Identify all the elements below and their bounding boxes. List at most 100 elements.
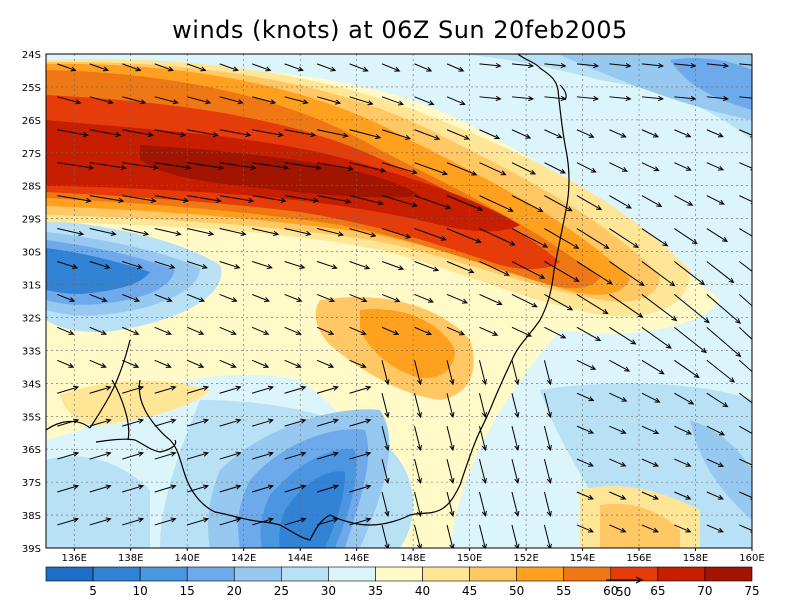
wind-arrow <box>674 326 707 354</box>
wind-arrow <box>57 517 80 526</box>
wind-arrow <box>511 491 520 517</box>
wind-arrow <box>478 426 487 452</box>
colorbar-label: 75 <box>744 584 759 598</box>
wind-arrow <box>511 524 520 548</box>
wind-arrow <box>706 95 729 102</box>
reference-vector: 50 <box>606 576 644 599</box>
wind-arrow <box>414 426 422 452</box>
wind-arrow <box>446 228 482 244</box>
wind-arrow <box>317 195 352 204</box>
wind-arrow <box>576 458 594 467</box>
wind-arrow <box>219 63 239 72</box>
wind-arrow <box>154 63 174 72</box>
wind-arrow <box>57 195 92 203</box>
wind-arrow <box>89 517 112 526</box>
wind-arrow <box>122 261 143 270</box>
wind-arrow <box>89 261 111 270</box>
wind-arrow <box>284 484 307 493</box>
wind-arrow <box>57 162 95 171</box>
wind-arrow <box>544 162 567 174</box>
wind-arrow <box>349 129 382 140</box>
lat-tick-label: 28S <box>22 182 41 193</box>
colorbar-label: 35 <box>368 584 383 598</box>
wind-arrow <box>57 451 80 460</box>
wind-arrow <box>122 129 154 138</box>
wind-arrow <box>576 326 602 342</box>
wind-arrow <box>414 129 441 140</box>
wind-arrow <box>706 524 724 533</box>
wind-arrow <box>674 95 697 102</box>
wind-arrow <box>187 129 219 138</box>
wind-arrow <box>219 418 242 427</box>
wind-arrow <box>609 228 640 249</box>
lon-tick-label: 150E <box>457 553 482 564</box>
wind-arrow <box>219 261 241 270</box>
wind-arrow <box>316 418 339 427</box>
wind-arrow <box>543 426 552 452</box>
wind-arrow <box>284 129 317 138</box>
wind-arrow <box>511 261 546 279</box>
wind-arrow <box>414 162 448 176</box>
colorbar-label: 40 <box>415 584 430 598</box>
wind-arrow <box>641 162 660 172</box>
wind-arrow <box>154 451 177 460</box>
wind-arrow <box>674 62 697 69</box>
wind-arrow <box>706 62 729 69</box>
wind-arrow <box>122 326 140 335</box>
lat-tick-label: 30S <box>22 248 41 259</box>
wind-arrow <box>511 228 549 248</box>
wind-arrow <box>219 129 252 138</box>
wind-arrow <box>381 326 400 335</box>
wind-arrow <box>122 385 145 394</box>
wind-arrow <box>57 359 75 368</box>
wind-arrow <box>446 426 455 452</box>
wind-arrow <box>317 162 354 171</box>
colorbar-swatch <box>516 566 565 582</box>
wind-arrow <box>316 359 335 368</box>
colorbar-swatch <box>469 566 517 582</box>
colorbar-swatch <box>422 566 470 582</box>
wind-arrow <box>738 326 752 340</box>
wind-arrow <box>544 326 567 339</box>
wind-arrow <box>576 359 597 370</box>
wind-arrow <box>414 63 433 72</box>
wind-arrow <box>57 385 80 394</box>
lon-tick-label: 154E <box>570 553 595 564</box>
wind-arrow <box>641 491 659 500</box>
wind-arrow <box>446 393 455 419</box>
lat-tick-label: 24S <box>22 50 41 61</box>
colorbar-swatch <box>281 566 329 582</box>
wind-arrow <box>479 195 514 212</box>
reference-vector-label: 50 <box>616 585 631 599</box>
wind-arrow <box>316 228 345 237</box>
wind-arrow <box>316 484 339 493</box>
wind-arrow <box>674 195 694 206</box>
wind-arrow <box>739 425 752 435</box>
wind-arrow <box>544 129 563 139</box>
wind-arrow <box>738 359 752 373</box>
wind-arrow <box>674 228 698 245</box>
wind-arrow <box>414 393 422 419</box>
coastline <box>46 54 570 541</box>
lat-tick-label: 31S <box>22 281 41 292</box>
wind-arrow <box>544 293 574 311</box>
wind-arrow <box>252 451 274 460</box>
wind-arrow <box>706 129 724 138</box>
wind-arrow <box>89 63 110 72</box>
colorbar-label: 45 <box>462 584 477 598</box>
wind-arrow <box>479 162 507 176</box>
wind-arrow <box>641 392 661 403</box>
wind-arrow <box>154 517 177 526</box>
colorbar-swatch <box>704 566 753 582</box>
wind-arrow <box>316 261 338 270</box>
wind-arrow <box>576 129 595 138</box>
wind-arrow <box>252 484 274 493</box>
wind-arrow <box>738 294 752 307</box>
wind-arrow <box>187 63 207 72</box>
wind-arrow <box>122 228 150 236</box>
wind-arrow <box>706 458 725 467</box>
lat-tick-label: 27S <box>22 149 41 160</box>
wind-arrow <box>706 491 724 500</box>
wind-arrow <box>122 451 145 460</box>
wind-arrow <box>187 359 205 368</box>
